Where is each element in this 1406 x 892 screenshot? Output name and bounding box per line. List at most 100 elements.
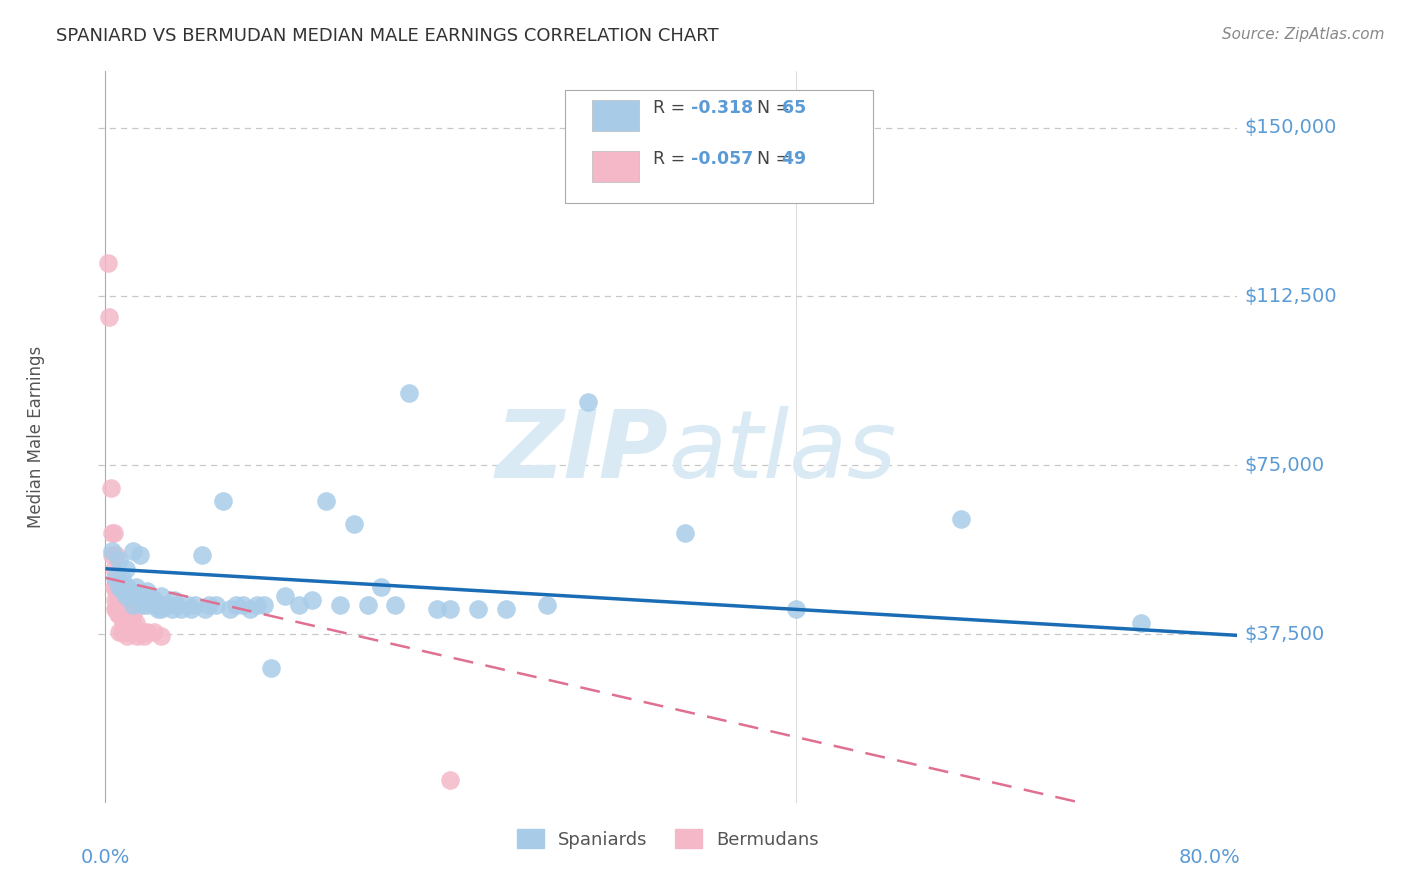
Point	[110, 607, 132, 621]
Point	[111, 598, 134, 612]
Text: SPANIARD VS BERMUDAN MEDIAN MALE EARNINGS CORRELATION CHART: SPANIARD VS BERMUDAN MEDIAN MALE EARNING…	[56, 27, 718, 45]
Point	[218, 602, 240, 616]
Point	[180, 602, 202, 616]
Point	[194, 602, 217, 616]
Text: R =: R =	[652, 150, 685, 168]
Legend: Spaniards, Bermudans: Spaniards, Bermudans	[509, 822, 827, 856]
Point	[149, 589, 172, 603]
Point	[135, 624, 157, 639]
Text: Median Male Earnings: Median Male Earnings	[27, 346, 45, 528]
Point	[122, 607, 145, 621]
Point	[131, 598, 153, 612]
Point	[110, 589, 132, 603]
Text: 49: 49	[776, 150, 806, 168]
Point	[287, 598, 309, 612]
Text: $75,000: $75,000	[1244, 456, 1324, 475]
Point	[166, 598, 188, 612]
Point	[125, 629, 148, 643]
Text: N =: N =	[747, 99, 790, 117]
Point	[107, 571, 129, 585]
Point	[122, 624, 145, 639]
Point	[120, 624, 142, 639]
Point	[225, 598, 247, 612]
Text: N =: N =	[747, 150, 790, 168]
Point	[118, 615, 141, 630]
Point	[142, 598, 165, 612]
Point	[115, 562, 138, 576]
Point	[108, 580, 131, 594]
Point	[950, 512, 973, 526]
Point	[495, 602, 517, 616]
Point	[125, 580, 148, 594]
Text: $37,500: $37,500	[1244, 624, 1324, 643]
Text: 80.0%: 80.0%	[1178, 847, 1240, 867]
Point	[578, 395, 600, 409]
Point	[105, 584, 128, 599]
Point	[128, 593, 150, 607]
Point	[370, 580, 392, 594]
Point	[239, 602, 262, 616]
FancyBboxPatch shape	[592, 151, 640, 182]
Point	[301, 593, 323, 607]
Point	[146, 602, 169, 616]
Point	[253, 598, 276, 612]
FancyBboxPatch shape	[565, 90, 873, 203]
Point	[105, 548, 128, 562]
Point	[142, 593, 165, 607]
Point	[132, 629, 155, 643]
Point	[191, 548, 214, 562]
Point	[107, 607, 129, 621]
Point	[384, 598, 406, 612]
Point	[101, 525, 124, 540]
Text: R =: R =	[652, 99, 685, 117]
Point	[343, 516, 366, 531]
Point	[111, 611, 134, 625]
Point	[103, 580, 125, 594]
Text: -0.057: -0.057	[685, 150, 754, 168]
Point	[142, 624, 165, 639]
Point	[111, 624, 134, 639]
Point	[439, 773, 461, 788]
Point	[329, 598, 352, 612]
FancyBboxPatch shape	[592, 100, 640, 130]
Point	[108, 580, 131, 594]
Point	[117, 607, 139, 621]
Point	[108, 553, 131, 567]
Point	[112, 602, 135, 616]
Point	[103, 562, 125, 576]
Point	[131, 624, 153, 639]
Point	[211, 494, 233, 508]
Point	[1129, 615, 1152, 630]
Point	[152, 598, 174, 612]
Point	[97, 255, 120, 269]
Point	[98, 310, 121, 324]
Point	[108, 607, 131, 621]
Point	[122, 543, 145, 558]
Point	[120, 598, 142, 612]
Point	[108, 598, 131, 612]
Point	[274, 589, 297, 603]
Text: -0.318: -0.318	[685, 99, 754, 117]
Text: $150,000: $150,000	[1244, 118, 1337, 137]
Point	[115, 589, 138, 603]
Point	[246, 598, 269, 612]
Point	[149, 629, 172, 643]
Point	[426, 602, 449, 616]
Point	[112, 615, 135, 630]
Point	[232, 598, 254, 612]
Text: 65: 65	[776, 99, 806, 117]
Point	[114, 620, 136, 634]
Point	[117, 580, 139, 594]
Point	[536, 598, 558, 612]
Point	[135, 584, 157, 599]
Point	[122, 598, 145, 612]
Point	[128, 548, 150, 562]
Point	[156, 598, 179, 612]
Point	[128, 589, 150, 603]
Point	[170, 602, 193, 616]
Point	[785, 602, 807, 616]
Point	[135, 598, 157, 612]
Point	[198, 598, 221, 612]
Point	[177, 598, 200, 612]
Point	[356, 598, 378, 612]
